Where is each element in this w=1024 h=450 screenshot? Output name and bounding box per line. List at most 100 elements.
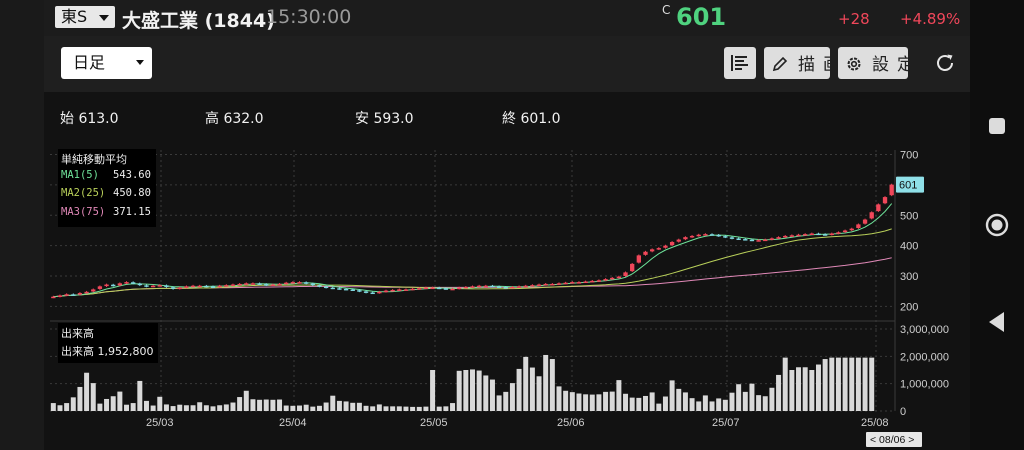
volume-bar bbox=[616, 380, 622, 411]
volume-legend: 出来高 出来高 1,952,800 bbox=[58, 323, 158, 363]
candle-body bbox=[77, 293, 83, 295]
volume-bar bbox=[815, 364, 821, 411]
draw-button[interactable]: 描画 bbox=[764, 47, 830, 79]
home-button[interactable] bbox=[985, 213, 1009, 237]
candle-body bbox=[543, 283, 548, 286]
candle-body bbox=[536, 284, 542, 287]
candle-body bbox=[144, 285, 149, 287]
chart-toolbar: 日足 描画 設定 bbox=[44, 36, 970, 92]
candle-body bbox=[51, 296, 56, 299]
candle-body bbox=[683, 237, 688, 240]
volume-bar bbox=[270, 399, 276, 411]
chart-area[interactable]: 7006005004003002003,000,0002,000,0001,00… bbox=[44, 92, 970, 450]
settings-button[interactable]: 設定 bbox=[838, 47, 908, 79]
volume-bar bbox=[796, 367, 802, 411]
volume-bar bbox=[416, 406, 422, 411]
volume-bar bbox=[470, 369, 475, 411]
volume-bar bbox=[90, 383, 96, 411]
volume-tick-label: 0 bbox=[900, 406, 906, 418]
candle-body bbox=[483, 285, 488, 288]
volume-bar bbox=[716, 398, 722, 411]
gear-icon bbox=[847, 57, 861, 71]
candle-body bbox=[131, 282, 136, 284]
candle-body bbox=[164, 285, 169, 287]
candle-body bbox=[124, 282, 129, 284]
volume-bar bbox=[835, 357, 841, 411]
volume-bar bbox=[782, 357, 788, 411]
candle-body bbox=[696, 234, 701, 237]
price-change: +28 bbox=[838, 10, 870, 28]
volume-bar bbox=[143, 400, 149, 411]
ma-legend-row: MA3(75) 371.15 bbox=[61, 206, 151, 218]
candle-body bbox=[157, 285, 162, 287]
candle-body bbox=[117, 283, 123, 286]
volume-bar bbox=[629, 397, 635, 411]
volume-bar bbox=[170, 406, 176, 411]
candle-body bbox=[623, 272, 628, 277]
candle-body bbox=[57, 295, 63, 297]
candle-body bbox=[803, 234, 808, 236]
candle-body bbox=[97, 286, 103, 289]
candle-body bbox=[876, 204, 881, 212]
candle-body bbox=[71, 294, 76, 296]
draw-button-label: 描画 bbox=[798, 55, 830, 75]
volume-bar bbox=[483, 375, 489, 411]
volume-bar bbox=[423, 406, 429, 411]
price-change-percent: +4.89% bbox=[900, 10, 961, 28]
cursor-date-tag bbox=[866, 432, 922, 447]
volume-bar bbox=[609, 391, 615, 411]
refresh-icon[interactable] bbox=[933, 51, 957, 75]
candle-body bbox=[310, 283, 315, 286]
market-select[interactable]: 東S bbox=[55, 6, 115, 28]
candle-body bbox=[490, 285, 495, 288]
volume-bar bbox=[536, 376, 542, 411]
settings-button-label: 設定 bbox=[872, 55, 908, 75]
candle-body bbox=[796, 234, 801, 237]
volume-bar bbox=[649, 392, 655, 411]
candle-body bbox=[743, 239, 748, 241]
price-mark: C bbox=[662, 3, 671, 17]
header-bar: 東S 大盛工業 (1844) 15:30:00 C 601 +28 +4.89% bbox=[44, 0, 970, 36]
candle-body bbox=[250, 283, 256, 285]
volume-bar bbox=[84, 372, 90, 411]
candle-body bbox=[749, 239, 755, 242]
candle-body bbox=[816, 233, 821, 236]
ma2-line bbox=[53, 228, 892, 298]
volume-bar bbox=[503, 391, 509, 411]
period-select[interactable]: 日足 bbox=[61, 47, 152, 79]
candle-body bbox=[849, 228, 854, 231]
candle-body bbox=[756, 240, 761, 242]
candle-body bbox=[423, 287, 429, 290]
volume-bar bbox=[443, 406, 449, 411]
stock-name: 大盛工業 (1844) bbox=[122, 10, 275, 32]
volume-bar bbox=[603, 391, 609, 411]
candle-body bbox=[290, 282, 296, 284]
ma-value: 543.60 bbox=[113, 169, 151, 181]
market-select-value: 東S bbox=[61, 7, 88, 26]
volume-bar bbox=[396, 406, 402, 411]
indicator-list-button[interactable] bbox=[724, 47, 756, 79]
volume-label: 出来高 bbox=[61, 345, 94, 358]
volume-bar bbox=[623, 393, 629, 411]
volume-bar bbox=[290, 405, 296, 411]
candle-body bbox=[270, 284, 276, 287]
volume-bar bbox=[77, 386, 83, 411]
volume-bar bbox=[662, 396, 668, 411]
recent-apps-button[interactable] bbox=[989, 118, 1005, 134]
volume-bar bbox=[736, 384, 742, 411]
volume-bar bbox=[450, 403, 456, 411]
ma-label: MA3(75) bbox=[61, 206, 106, 218]
candle-body bbox=[463, 286, 469, 289]
volume-bar bbox=[137, 380, 143, 411]
candle-body bbox=[503, 287, 508, 289]
volume-bar bbox=[702, 395, 708, 411]
candle-body bbox=[350, 289, 355, 291]
candle-body bbox=[656, 248, 661, 250]
stock-chart[interactable]: 7006005004003002003,000,0002,000,0001,00… bbox=[44, 92, 970, 450]
volume-bar bbox=[243, 390, 249, 411]
volume-bar bbox=[130, 403, 136, 411]
candle-body bbox=[516, 286, 522, 288]
volume-bar bbox=[869, 357, 875, 411]
back-button[interactable] bbox=[989, 312, 1004, 332]
candle-body bbox=[703, 234, 708, 236]
